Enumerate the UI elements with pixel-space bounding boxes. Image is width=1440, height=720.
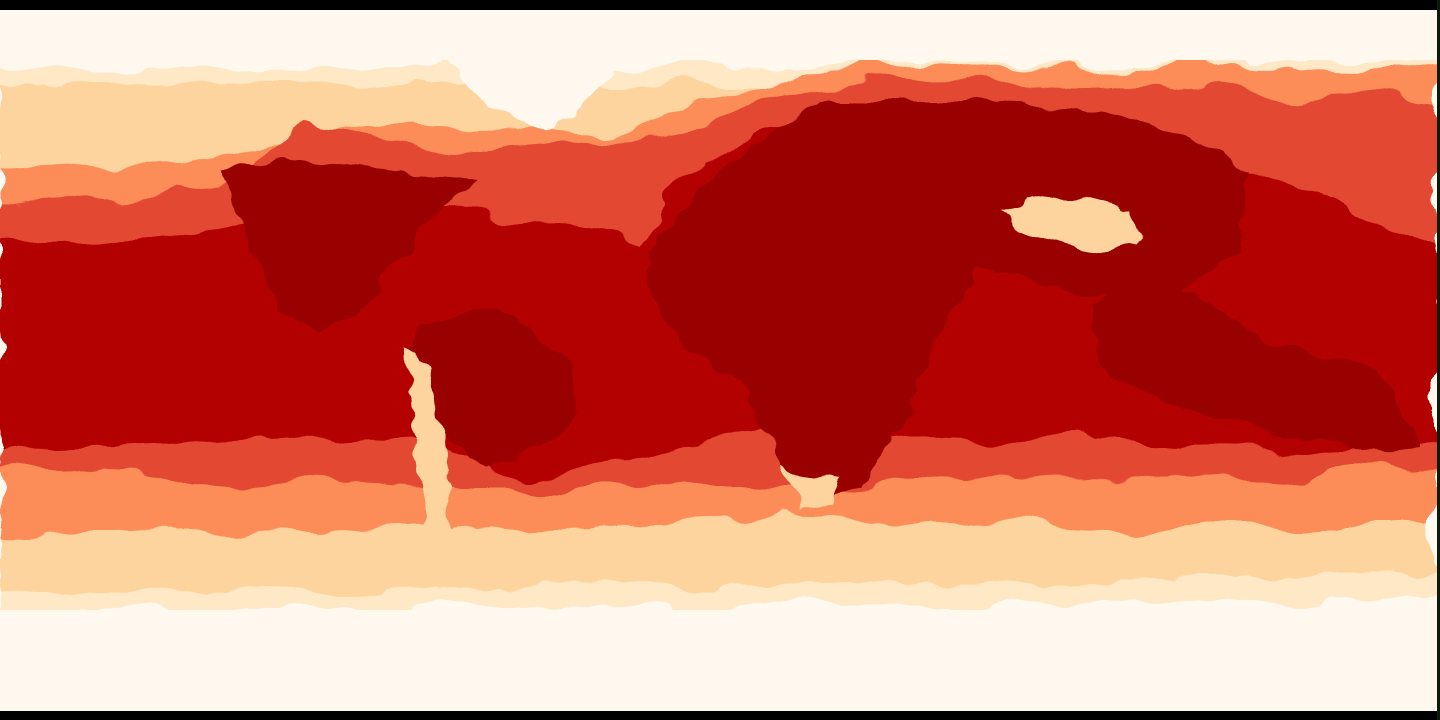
region-africa-eurasia	[650, 100, 1250, 500]
feature-tibetan-plateau	[1000, 195, 1140, 250]
region-south-america	[410, 310, 580, 470]
feature-greenland	[430, 40, 620, 130]
feature-southern-africa	[785, 470, 840, 510]
world-temperature-heatmap	[0, 10, 1437, 711]
feature-andes	[405, 350, 450, 590]
frame-edge	[1437, 0, 1440, 720]
region-southeast-asia	[1090, 290, 1420, 450]
region-north-america	[220, 160, 480, 330]
